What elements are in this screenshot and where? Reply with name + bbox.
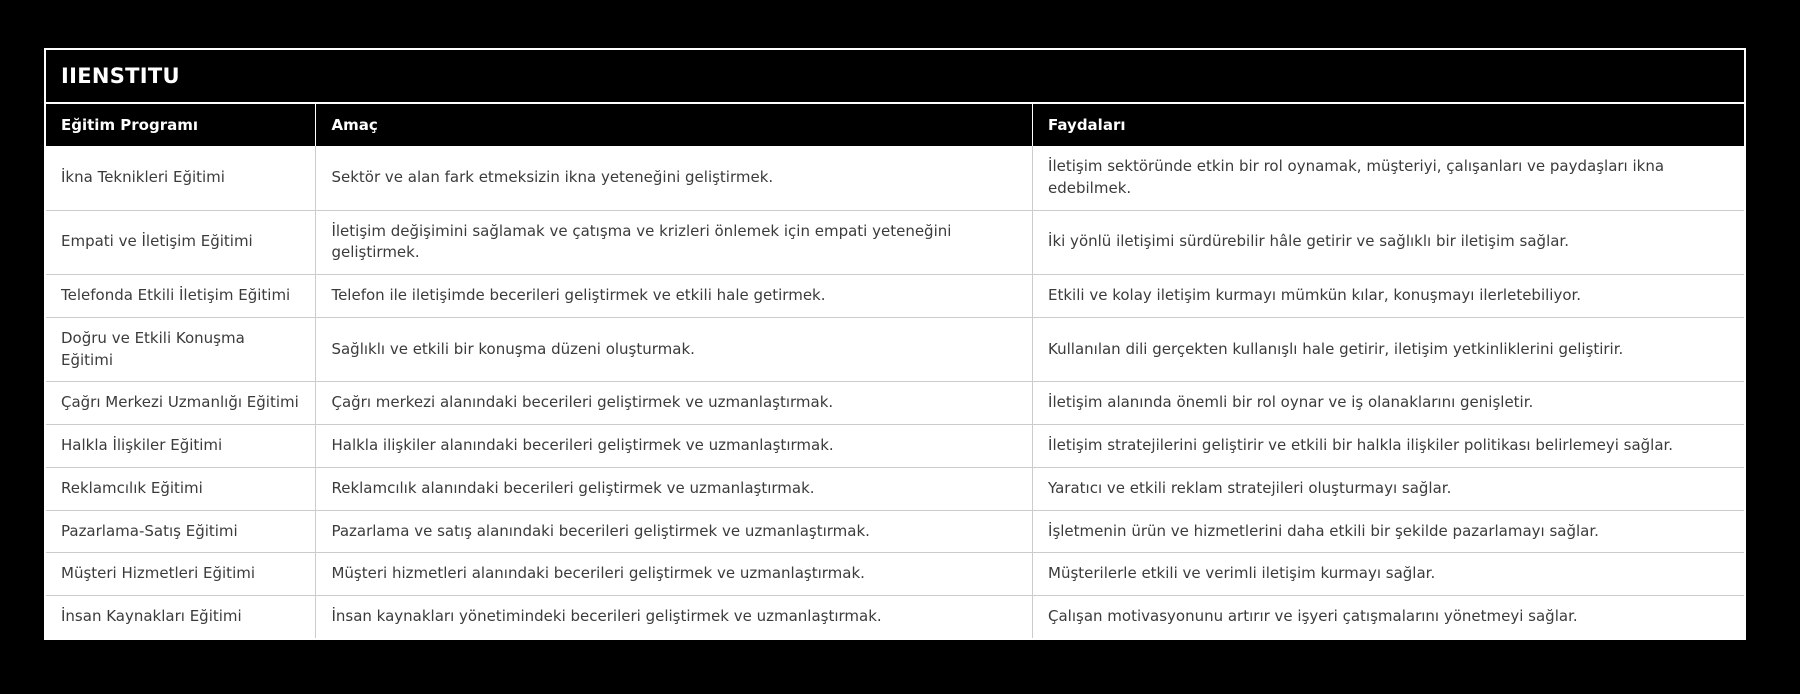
cell-program: Müşteri Hizmetleri Eğitimi (46, 552, 317, 596)
cell-faydalari: İşletmenin ürün ve hizmetlerini daha etk… (1032, 510, 1744, 554)
table-title-bar: IIENSTITU (46, 50, 1744, 104)
cell-program: Çağrı Merkezi Uzmanlığı Eğitimi (46, 381, 317, 425)
column-header-amac: Amaç (315, 104, 1034, 146)
table-row: Empati ve İletişim Eğitimi İletişim değiş… (46, 210, 1744, 275)
cell-faydalari: Çalışan motivasyonunu artırır ve işyeri … (1032, 595, 1744, 638)
column-header-egitim-programi: Eğitim Programı (46, 104, 317, 146)
column-header-faydalari: Faydaları (1032, 104, 1744, 146)
cell-faydalari: Kullanılan dili gerçekten kullanışlı hal… (1032, 317, 1744, 383)
cell-amac: İnsan kaynakları yönetimindeki beceriler… (315, 595, 1034, 638)
cell-program: Reklamcılık Eğitimi (46, 467, 317, 511)
cell-program: Halkla İlişkiler Eğitimi (46, 424, 317, 468)
cell-program: İkna Teknikleri Eğitimi (46, 146, 317, 211)
cell-faydalari: Yaratıcı ve etkili reklam stratejileri o… (1032, 467, 1744, 511)
table-row: Doğru ve Etkili Konuşma Eğitimi Sağlıklı … (46, 317, 1744, 383)
cell-faydalari: İletişim stratejilerini geliştirir ve et… (1032, 424, 1744, 468)
cell-amac: İletişim değişimini sağlamak ve çatışma … (315, 210, 1034, 275)
table-row: Çağrı Merkezi Uzmanlığı Eğitimi Çağrı mer… (46, 381, 1744, 425)
cell-program: Pazarlama-Satış Eğitimi (46, 510, 317, 554)
cell-program: Telefonda Etkili İletişim Eğitimi (46, 274, 317, 318)
table-row: Reklamcılık Eğitimi Reklamcılık alanındak… (46, 467, 1744, 511)
cell-amac: Sektör ve alan fark etmeksizin ikna yete… (315, 146, 1034, 211)
cell-amac: Telefon ile iletişimde becerileri gelişt… (315, 274, 1034, 318)
header-row: Eğitim Programı Amaç Faydaları (46, 104, 1744, 146)
table-row: Halkla İlişkiler Eğitimi Halkla ilişkiler… (46, 424, 1744, 468)
cell-faydalari: Etkili ve kolay iletişim kurmayı mümkün … (1032, 274, 1744, 318)
cell-faydalari: İletişim alanında önemli bir rol oynar v… (1032, 381, 1744, 425)
table-row: İnsan Kaynakları Eğitimi İnsan kaynakları… (46, 595, 1744, 638)
cell-amac: Reklamcılık alanındaki becerileri gelişt… (315, 467, 1034, 511)
cell-faydalari: Müşterilerle etkili ve verimli iletişim … (1032, 552, 1744, 596)
cell-program: Doğru ve Etkili Konuşma Eğitimi (46, 317, 317, 383)
table-row: Telefonda Etkili İletişim Eğitimi Telefon… (46, 274, 1744, 318)
cell-faydalari: İki yönlü iletişimi sürdürebilir hâle ge… (1032, 210, 1744, 275)
cell-amac: Çağrı merkezi alanındaki becerileri geli… (315, 381, 1034, 425)
cell-amac: Sağlıklı ve etkili bir konuşma düzeni ol… (315, 317, 1034, 383)
table-row: Müşteri Hizmetleri Eğitimi Müşteri hizmet… (46, 552, 1744, 596)
training-programs-table: Eğitim Programı Amaç Faydaları İkna Tekn… (46, 104, 1744, 638)
training-table-card: IIENSTITU Eğitim Programı Amaç Faydaları… (44, 48, 1746, 640)
cell-amac: Müşteri hizmetleri alanındaki becerileri… (315, 552, 1034, 596)
cell-amac: Halkla ilişkiler alanındaki becerileri g… (315, 424, 1034, 468)
table-body: İkna Teknikleri Eğitimi Sektör ve alan fa… (46, 146, 1744, 638)
table-title: IIENSTITU (61, 64, 180, 88)
table-row: Pazarlama-Satış Eğitimi Pazarlama ve satı… (46, 510, 1744, 554)
cell-program: İnsan Kaynakları Eğitimi (46, 595, 317, 638)
cell-amac: Pazarlama ve satış alanındaki becerileri… (315, 510, 1034, 554)
cell-faydalari: İletişim sektöründe etkin bir rol oynama… (1032, 146, 1744, 211)
cell-program: Empati ve İletişim Eğitimi (46, 210, 317, 275)
table-row: İkna Teknikleri Eğitimi Sektör ve alan fa… (46, 146, 1744, 211)
